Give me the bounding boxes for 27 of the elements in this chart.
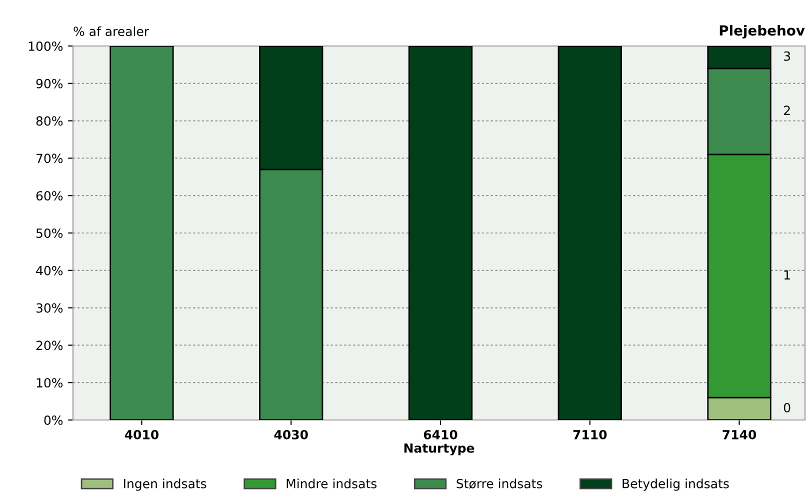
y-axis-title: % af arealer — [74, 26, 150, 36]
x-tick-label: 4030 — [274, 430, 308, 440]
legend-label: Større indsats — [456, 478, 542, 489]
annotation: 1 — [784, 270, 790, 280]
y-tick-label: 80% — [36, 116, 63, 126]
y-tick-label: 70% — [36, 154, 63, 164]
y-tick-label: 60% — [36, 191, 63, 201]
y-tick-label: 30% — [36, 303, 63, 313]
y-tick-label: 0% — [44, 415, 63, 425]
y-tick-label: 10% — [36, 378, 63, 388]
x-tick-label: 6410 — [424, 430, 458, 440]
legend-label: Mindre indsats — [286, 478, 377, 488]
x-tick-label: 7140 — [722, 430, 756, 440]
x-tick-label: 7110 — [573, 430, 607, 440]
x-tick-label: 4010 — [124, 430, 159, 440]
y-tick-label: 20% — [36, 340, 63, 350]
y-tick-label: 100% — [28, 41, 63, 51]
annotation: 2 — [784, 106, 790, 115]
y-tick-label: 50% — [36, 228, 63, 238]
y-tick-label: 40% — [36, 266, 63, 276]
legend-label: Betydelig indsats — [622, 478, 729, 491]
annotation: 0 — [784, 402, 790, 412]
legend-label: Ingen indsats — [124, 478, 206, 491]
y-tick-label: 90% — [36, 78, 63, 88]
x-axis-title: Naturtype — [404, 443, 474, 456]
annotation: 3 — [784, 51, 790, 61]
legend-title: Plejebehov — [720, 24, 805, 39]
